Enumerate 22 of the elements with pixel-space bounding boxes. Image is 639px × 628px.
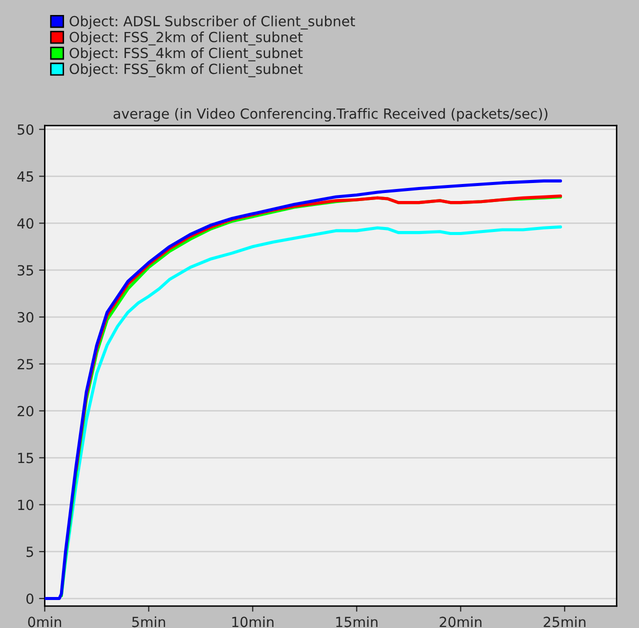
y-tick-label: 40: [17, 218, 34, 229]
y-tick-label: 25: [18, 358, 34, 370]
legend-label: Object: FSS_6km of Client_subnet: [70, 63, 303, 78]
legend-label: Object: FSS_2km of Client_subnet: [70, 32, 303, 46]
legend-label: Object: ADSL Subscriber of Client_subnet: [70, 16, 356, 30]
y-tick-label: 10: [18, 500, 34, 510]
y-tick-label: 30: [18, 312, 34, 322]
x-tick-label: 15min: [336, 616, 378, 628]
y-tick-label: 50: [18, 124, 34, 135]
y-tick-label: 15: [18, 452, 34, 464]
y-tick-label: 35: [18, 265, 34, 276]
x-tick-label: 0min: [28, 616, 62, 628]
x-tick-label: 5min: [132, 616, 166, 628]
x-tick-label: 25min: [544, 616, 586, 628]
chart-title: average (in Video Conferencing.Traffic Received (packets/sec)): [114, 108, 548, 122]
y-tick-label: 20: [18, 406, 34, 416]
y-tick-label: 5: [26, 546, 34, 558]
x-tick-label: 10min: [232, 616, 274, 628]
x-tick-label: 20min: [440, 616, 482, 628]
legend-label: Object: FSS_4km of Client_subnet: [70, 47, 303, 62]
y-tick-label: 0: [26, 593, 34, 604]
y-tick-label: 45: [17, 171, 34, 182]
